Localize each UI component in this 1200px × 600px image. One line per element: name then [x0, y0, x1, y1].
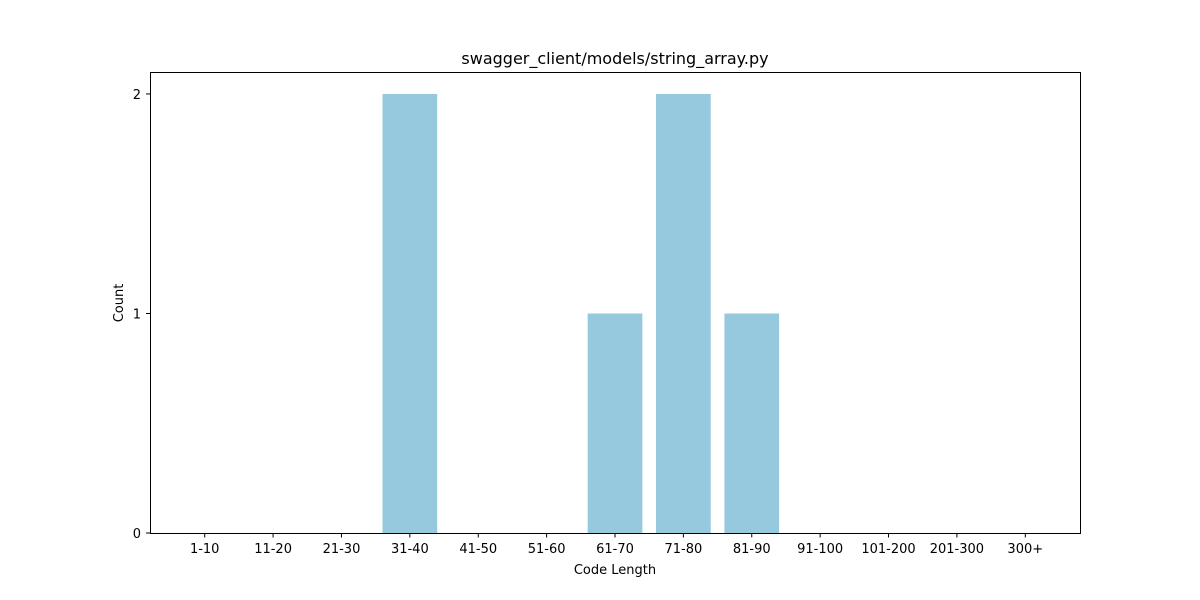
x-axis-ticks: 1-10 11-20 21-30 31-40 41-50 51-60 61-70 71-80 8…: [190, 533, 1043, 557]
y-axis-ticks: 0 1 2: [133, 88, 150, 542]
chart-title: swagger_client/models/string_array.py: [461, 49, 768, 69]
x-tick-label: 31-40: [391, 542, 429, 557]
x-axis-label: Code Length: [574, 563, 656, 578]
x-tick-label: 300+: [1007, 542, 1043, 557]
x-tick-label: 71-80: [664, 542, 702, 557]
y-tick-label: 1: [133, 307, 141, 322]
y-axis-label: Count: [112, 284, 127, 323]
x-tick-label: 101-200: [861, 542, 915, 557]
x-tick-label: 81-90: [733, 542, 771, 557]
bars-layer: [382, 93, 780, 533]
x-tick-label: 51-60: [528, 542, 566, 557]
x-tick-label: 11-20: [254, 542, 292, 557]
x-tick-label: 91-100: [797, 542, 843, 557]
x-tick-label: 201-300: [930, 542, 984, 557]
x-tick-label: 21-30: [323, 542, 361, 557]
x-tick-label: 1-10: [190, 542, 220, 557]
x-tick-label: 41-50: [459, 542, 497, 557]
bar-31-40: [382, 93, 438, 533]
y-tick-label: 2: [133, 88, 141, 103]
y-tick-label: 0: [133, 527, 141, 542]
bar-71-80: [656, 93, 711, 533]
bar-81-90: [724, 313, 780, 533]
x-tick-label: 61-70: [596, 542, 634, 557]
bar-61-70: [587, 313, 643, 533]
